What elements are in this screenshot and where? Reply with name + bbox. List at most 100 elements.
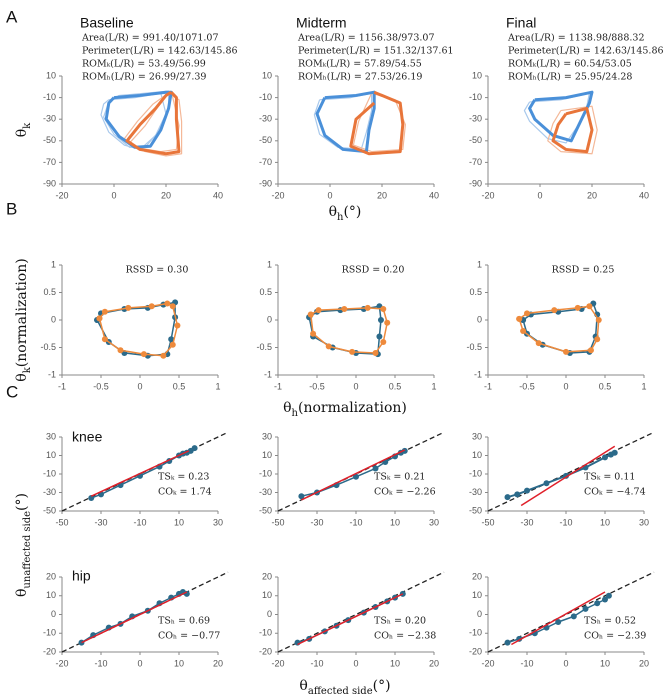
x-tick-label: 20 xyxy=(639,658,649,668)
y-tick-label: 10 xyxy=(46,590,56,600)
axis-label-part: θ xyxy=(14,129,30,137)
y-tick-label: -10 xyxy=(259,628,272,638)
series-line xyxy=(308,305,382,355)
y-tick-label: -50 xyxy=(259,505,272,515)
y-tick-label: 1 xyxy=(477,259,482,269)
point xyxy=(164,300,171,307)
y-tick-label: 10 xyxy=(472,450,482,460)
series-line xyxy=(352,92,406,153)
series-line xyxy=(315,90,376,154)
annotation: TSₕ = 0.52 xyxy=(584,616,636,627)
y-tick-label: -70 xyxy=(43,157,56,167)
annotation: Area(L/R) = 1156.38/973.07 xyxy=(297,33,435,44)
axis-label: θk(normalization) xyxy=(14,258,33,381)
point xyxy=(514,491,521,498)
row-label: knee xyxy=(72,429,103,445)
y-tick-label: -30 xyxy=(469,487,482,497)
x-tick-label: -0.5 xyxy=(309,381,325,391)
x-tick-label: -1 xyxy=(58,381,66,391)
y-tick-label: -1 xyxy=(474,369,482,379)
y-tick-label: -70 xyxy=(259,157,272,167)
annotation: COₖ = −2.26 xyxy=(374,487,436,498)
y-tick-label: -90 xyxy=(259,178,272,188)
y-tick-label: 20 xyxy=(472,571,482,581)
x-tick-label: 40 xyxy=(639,190,649,200)
annotation: ROMₕ(L/R) = 27.53/26.19 xyxy=(298,72,422,83)
annotation: TSₖ = 0.23 xyxy=(158,472,209,483)
x-tick-label: -1 xyxy=(274,381,282,391)
panel-label: C xyxy=(6,382,18,401)
x-tick-label: 0 xyxy=(353,381,358,391)
axis-label-part: k xyxy=(22,122,33,129)
annotation: ROMₕ(L/R) = 25.95/24.28 xyxy=(508,72,632,83)
point xyxy=(543,480,550,487)
point xyxy=(298,493,305,500)
point xyxy=(563,348,569,355)
y-tick-label: -50 xyxy=(43,135,56,145)
point xyxy=(341,306,348,312)
point xyxy=(174,322,181,329)
annotation: TSₕ = 0.69 xyxy=(158,616,210,627)
y-tick-label: 10 xyxy=(262,450,272,460)
point xyxy=(168,336,175,343)
axis-label: θk xyxy=(14,122,33,137)
x-tick-label: 30 xyxy=(429,517,439,527)
y-tick-label: -50 xyxy=(469,135,482,145)
chart-title: Baseline xyxy=(80,15,134,31)
x-tick-label: 0 xyxy=(563,381,568,391)
x-tick-label: 1 xyxy=(215,381,220,391)
x-tick-label: -30 xyxy=(94,517,107,527)
y-tick-label: -30 xyxy=(43,114,56,124)
point xyxy=(595,317,602,323)
series-line xyxy=(90,450,190,497)
x-tick-label: -10 xyxy=(520,658,533,668)
row-label: hip xyxy=(72,568,91,584)
x-tick-label: -20 xyxy=(271,658,284,668)
series-line xyxy=(310,307,388,354)
annotation: COₕ = −2.39 xyxy=(584,631,646,642)
annotation: Perimeter(L/R) = 142.63/145.86 xyxy=(508,46,664,57)
point xyxy=(88,495,95,502)
annotation: Perimeter(L/R) = 151.32/137.61 xyxy=(298,46,454,57)
point xyxy=(353,473,359,480)
point xyxy=(96,315,103,322)
point xyxy=(125,304,132,311)
series-line xyxy=(81,591,188,644)
x-tick-label: 0 xyxy=(327,190,332,200)
annotation: COₖ = −4.74 xyxy=(584,487,646,498)
point xyxy=(377,317,384,323)
annotation: ROMₖ(L/R) = 57.89/54.55 xyxy=(298,59,422,70)
axis-label-part: (normalization) xyxy=(298,400,407,416)
y-tick-label: -30 xyxy=(259,487,272,497)
axis-label-part: θ xyxy=(299,678,307,694)
y-tick-label: -30 xyxy=(43,487,56,497)
y-tick-label: -10 xyxy=(43,468,56,478)
point xyxy=(349,348,356,355)
point xyxy=(169,341,176,348)
series-line xyxy=(104,90,173,149)
point xyxy=(555,619,562,625)
x-tick-label: 10 xyxy=(174,658,184,668)
x-tick-label: 10 xyxy=(600,517,610,527)
y-tick-label: -90 xyxy=(43,178,56,188)
chart-title: Midterm xyxy=(296,15,347,31)
x-tick-label: 10 xyxy=(600,658,610,668)
x-tick-label: -10 xyxy=(94,658,107,668)
y-tick-label: -20 xyxy=(469,646,482,656)
point xyxy=(611,449,618,456)
axis-label: θunaffected side(°) xyxy=(14,493,33,597)
y-tick-label: -1 xyxy=(264,369,272,379)
x-tick-label: -20 xyxy=(481,658,494,668)
point xyxy=(307,311,314,318)
axis-label-part: θ xyxy=(329,204,337,220)
y-tick-label: 0 xyxy=(51,609,56,619)
point xyxy=(160,352,167,359)
x-tick-label: 0 xyxy=(353,658,358,668)
point xyxy=(605,592,612,599)
x-tick-label: 0 xyxy=(563,658,568,668)
y-tick-label: -10 xyxy=(469,628,482,638)
series-line xyxy=(301,449,406,501)
point xyxy=(504,494,511,501)
x-tick-label: -20 xyxy=(481,190,494,200)
